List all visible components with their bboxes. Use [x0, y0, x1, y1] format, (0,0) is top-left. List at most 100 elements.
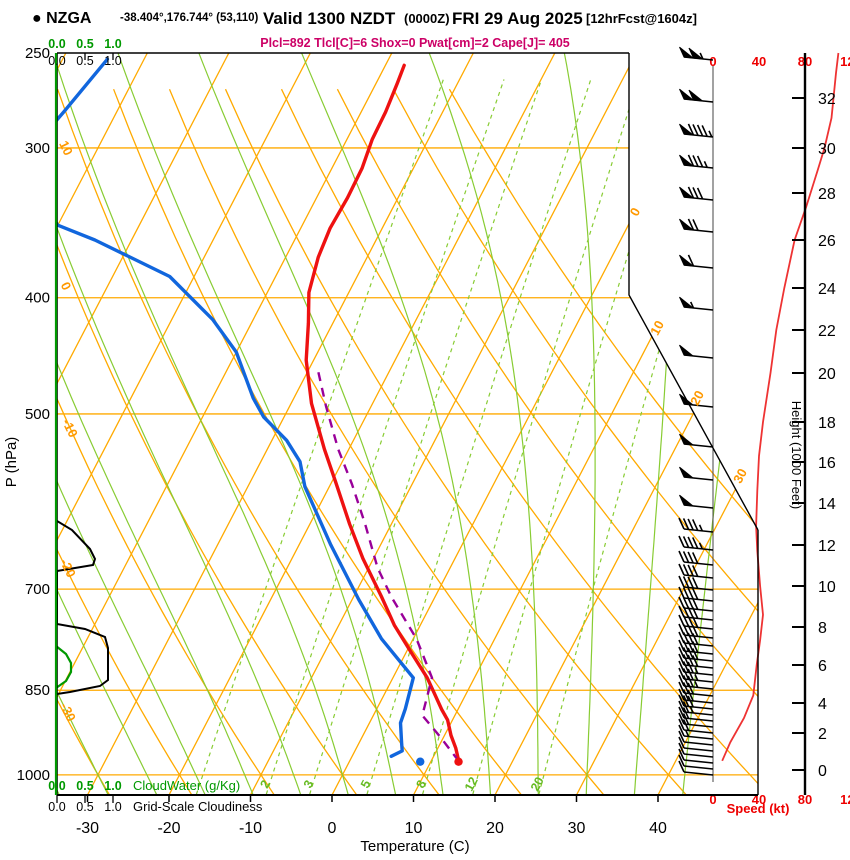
height-tick-label: 4	[818, 696, 827, 713]
wind-barb-feather	[692, 565, 699, 577]
height-tick-label: 26	[818, 233, 836, 250]
moist-adiabat-line	[57, 53, 111, 795]
moist-adiabat-line	[57, 53, 351, 795]
wind-barb-feather	[678, 667, 685, 680]
wind-barb-halffeather	[689, 301, 695, 309]
cloudiness-scale-label: 0.5	[76, 54, 93, 68]
wind-barb-halffeather	[708, 130, 713, 138]
wind-barb	[678, 639, 714, 655]
wind-barb	[678, 688, 714, 704]
temperature-axis-title: Temperature (C)	[360, 838, 469, 855]
moist-adiabat-line	[57, 53, 160, 795]
wind-barb-feather	[682, 707, 690, 719]
wind-barb-feather	[678, 694, 685, 707]
temperature-tick-label: 40	[649, 820, 667, 837]
cloudiness-scale-label: 1.0	[104, 54, 121, 68]
wind-barb-feather	[678, 674, 685, 687]
mixing-ratio-line	[366, 79, 592, 795]
wind-barb-feather	[692, 187, 699, 199]
isotherm-label: 10	[647, 318, 667, 338]
isotherm-line	[331, 53, 719, 795]
wind-barb	[678, 660, 714, 676]
wind-barb-feather	[692, 641, 699, 653]
wind-barb-feather	[678, 563, 685, 576]
wind-barb-feather	[682, 551, 690, 563]
pressure-tick-label: 700	[25, 581, 50, 598]
wind-barb-staff	[683, 711, 714, 716]
wind-barb-pennant	[679, 344, 695, 357]
wind-barb-feather	[682, 682, 690, 694]
temperature-tick-label: 20	[486, 820, 504, 837]
wind-barb-feather	[687, 606, 694, 619]
wind-barb	[678, 700, 714, 716]
speed-axis-title: Speed (kt)	[727, 801, 790, 816]
wind-barb	[679, 154, 714, 169]
wind-barb	[679, 123, 714, 138]
dry-adiabat-line	[392, 88, 758, 795]
wind-speed-profile	[721, 52, 840, 762]
surface-dewpoint-dot	[416, 757, 425, 766]
moist-adiabat-line	[57, 53, 208, 795]
wind-barb-feather	[692, 607, 699, 619]
valid-time: Valid 1300 NZDT	[263, 9, 396, 28]
wind-barb-pennant	[688, 47, 705, 60]
pressure-tick-label: 1000	[17, 767, 50, 784]
dry-adiabat-label: -10	[59, 416, 81, 439]
parcel-path-curve	[316, 370, 460, 762]
temperature-tick-label: 10	[405, 820, 423, 837]
moist-adiabat-line	[112, 53, 398, 795]
wind-barb	[678, 605, 714, 621]
temperature-tick-label: -20	[157, 820, 180, 837]
wind-barb-pennant	[679, 433, 695, 446]
wind-barb-pennant	[679, 466, 695, 479]
dry-adiabat-line	[280, 88, 758, 795]
wind-barb	[678, 535, 714, 551]
wind-barb-feather	[696, 155, 704, 168]
wind-barb-halffeather	[698, 542, 704, 550]
wind-barb-feather	[687, 647, 694, 660]
mixing-ratio-line	[309, 79, 543, 795]
wind-barb-feather	[687, 615, 694, 628]
wind-barb-feather	[687, 587, 694, 600]
height-tick-label: 2	[818, 726, 827, 743]
wind-barb	[678, 563, 714, 579]
moist-adiabat-line	[57, 53, 256, 795]
wind-barb-feather	[687, 254, 695, 267]
wind-barb-pennant	[679, 186, 695, 199]
wind-barb-staff	[683, 771, 714, 776]
cloudwater-scale-label: 1.0	[104, 779, 121, 793]
isotherm-label: 20	[687, 388, 707, 408]
wind-barb-feather	[678, 535, 685, 548]
generated-chart-layers: 00404080801201200102030100-10-20-3023581…	[17, 37, 850, 837]
wind-barb-feather	[682, 701, 690, 713]
cloudwater-profile	[57, 645, 73, 689]
height-tick-label: 0	[818, 763, 827, 780]
wind-barb	[678, 718, 714, 734]
wind-barb-feather	[692, 625, 699, 637]
wind-barb	[679, 218, 714, 233]
moist-adiabat-line	[193, 53, 445, 795]
mixing-ratio-label: 5	[358, 778, 374, 791]
wind-barb-staff	[683, 699, 714, 704]
wind-barb-feather	[682, 587, 690, 599]
wind-barb	[678, 706, 714, 722]
wind-barb	[678, 748, 714, 764]
dry-adiabat-label: 10	[56, 138, 76, 158]
wind-barb-feather	[692, 598, 699, 610]
wind-barb-staff	[683, 678, 714, 683]
pressure-tick-label: 500	[25, 406, 50, 423]
cloudiness-axis-title: Grid-Scale Cloudiness	[133, 799, 263, 814]
wind-barb	[678, 694, 714, 710]
dry-adiabat-line	[57, 89, 110, 795]
wind-barb-feather	[678, 660, 685, 673]
mixing-ratio-line	[265, 79, 505, 795]
station-id: ● NZGA	[32, 10, 92, 27]
cloudwater-scale-label: 0.5	[76, 779, 93, 793]
dry-adiabat-line	[57, 88, 357, 795]
wind-barb-staff	[683, 586, 714, 591]
wind-barb-feather	[678, 718, 685, 731]
cloudwater-scale-label: 0.0	[48, 37, 65, 51]
wind-barb-staff	[683, 765, 714, 770]
wind-barb-feather	[678, 706, 685, 719]
